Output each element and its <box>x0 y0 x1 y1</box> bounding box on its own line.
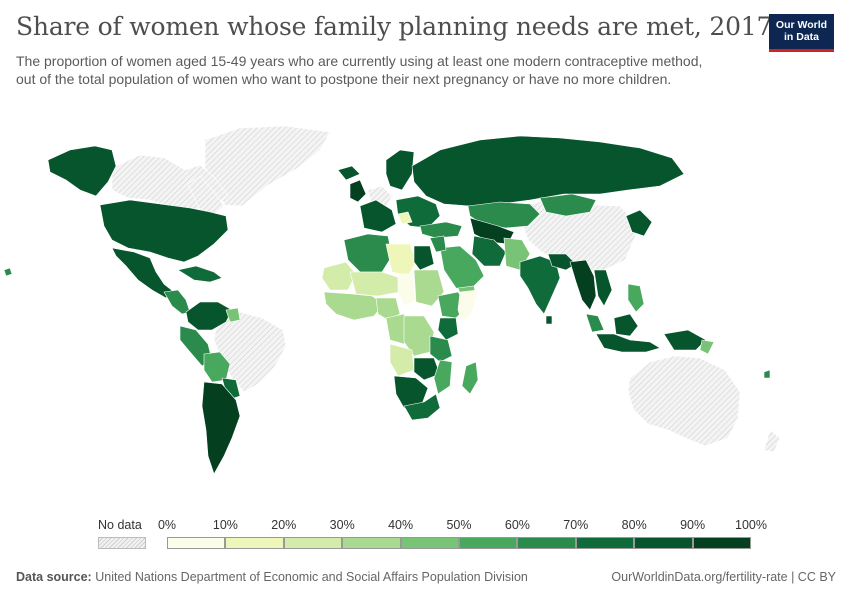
chile-argentina-region[interactable] <box>201 381 241 475</box>
owid-url[interactable]: OurWorldinData.org/fertility-rate | CC B… <box>611 570 836 584</box>
legend-tick-label: 0% <box>157 518 177 532</box>
legend-no-data-swatch[interactable] <box>98 537 146 549</box>
legend-bin-90-100[interactable] <box>692 537 751 549</box>
uk-region[interactable] <box>349 179 367 203</box>
tanzania-region[interactable] <box>429 335 453 363</box>
scandinavia-region[interactable] <box>385 149 415 191</box>
guyana-region[interactable] <box>225 307 241 323</box>
morocco-algeria-region[interactable] <box>343 233 393 273</box>
legend-tick-label: 10% <box>212 518 238 532</box>
philippines-region[interactable] <box>627 283 645 313</box>
legend-tick-label: 100% <box>735 518 767 532</box>
subtitle-line-1: The proportion of women aged 15-49 years… <box>16 53 703 69</box>
legend-bin-40-50[interactable] <box>400 537 459 549</box>
western-sahara-region[interactable] <box>321 261 357 291</box>
legend-bin-60-70[interactable] <box>517 537 576 549</box>
usa-region[interactable] <box>99 199 229 263</box>
legend-tick-label: 80% <box>621 518 647 532</box>
indonesia-region[interactable] <box>595 333 661 353</box>
color-legend: No data 0% 10% 20% 30% 40% 50% 60% 70% 80% 90% 100… <box>0 510 850 555</box>
chart-title: Share of women whose family planning nee… <box>16 12 773 41</box>
myanmar-thailand-region[interactable] <box>569 259 597 311</box>
png-east-region[interactable] <box>699 339 715 355</box>
alaska-canada-region[interactable] <box>47 145 117 197</box>
data-source-label: Data source: <box>16 570 92 584</box>
iceland-region[interactable] <box>337 165 361 181</box>
legend-tick-label: 70% <box>563 518 589 532</box>
madagascar-region[interactable] <box>461 361 479 395</box>
legend-tick-label: 90% <box>680 518 706 532</box>
australia-region[interactable] <box>627 355 741 447</box>
china-region[interactable] <box>521 195 637 273</box>
west-africa-region[interactable] <box>323 291 385 321</box>
levant-region[interactable] <box>429 235 447 253</box>
hawaii-region[interactable] <box>3 267 13 277</box>
legend-bin-30-40[interactable] <box>342 537 401 549</box>
world-map[interactable] <box>0 100 850 505</box>
legend-bin-10-20[interactable] <box>225 537 284 549</box>
legend-bin-70-80[interactable] <box>575 537 635 549</box>
colombia-venezuela-region[interactable] <box>185 301 233 331</box>
mozambique-region[interactable] <box>433 359 453 395</box>
sudan-region[interactable] <box>413 269 445 307</box>
malaysia-region[interactable] <box>585 313 605 333</box>
somalia-region[interactable] <box>457 289 479 323</box>
papua-region[interactable] <box>663 329 707 351</box>
russia-region[interactable] <box>411 135 685 207</box>
pacific-island-region[interactable] <box>763 369 771 379</box>
iran-region[interactable] <box>471 235 507 267</box>
india-region[interactable] <box>519 255 561 315</box>
legend-bin-80-90[interactable] <box>634 537 693 549</box>
sri-lanka-region[interactable] <box>545 315 553 325</box>
kenya-region[interactable] <box>437 317 459 341</box>
data-source: Data source: United Nations Department o… <box>16 570 528 584</box>
vietnam-laos-region[interactable] <box>593 269 613 307</box>
korea-japan-region[interactable] <box>625 209 653 237</box>
legend-bin-20-30[interactable] <box>283 537 343 549</box>
chad-region[interactable] <box>397 273 417 307</box>
zambia-region[interactable] <box>413 357 441 381</box>
logo-line-1: Our World <box>775 19 828 31</box>
legend-no-data-label: No data <box>98 518 142 532</box>
mali-niger-region[interactable] <box>349 271 401 297</box>
borneo-region[interactable] <box>613 313 639 337</box>
balkans-region[interactable] <box>397 211 413 225</box>
legend-tick-label: 30% <box>329 518 355 532</box>
south-africa-region[interactable] <box>403 393 441 421</box>
owid-logo[interactable]: Our World in Data <box>769 14 834 52</box>
legend-bin-50-60[interactable] <box>459 537 518 549</box>
legend-tick-label: 40% <box>388 518 414 532</box>
legend-tick-label: 20% <box>271 518 297 532</box>
caribbean-region[interactable] <box>177 265 223 283</box>
kazakhstan-region[interactable] <box>467 201 541 229</box>
data-source-text[interactable]: United Nations Department of Economic an… <box>95 570 528 584</box>
chart-subtitle: The proportion of women aged 15-49 years… <box>16 52 756 88</box>
nepal-bangladesh-region[interactable] <box>547 253 577 271</box>
central-america-region[interactable] <box>163 289 191 315</box>
western-europe-region[interactable] <box>359 199 397 233</box>
subtitle-line-2: out of the total population of women who… <box>16 71 672 87</box>
new-zealand-region[interactable] <box>763 429 781 453</box>
turkey-region[interactable] <box>419 221 463 239</box>
mongolia-region[interactable] <box>539 193 597 217</box>
egypt-region[interactable] <box>413 245 435 271</box>
legend-tick-label: 50% <box>446 518 472 532</box>
libya-region[interactable] <box>385 243 417 277</box>
legend-tick-label: 60% <box>504 518 530 532</box>
angola-region[interactable] <box>389 343 415 377</box>
legend-bin-0-10[interactable] <box>167 537 226 549</box>
logo-line-2: in Data <box>783 31 819 43</box>
arabian-peninsula-region[interactable] <box>439 245 485 291</box>
